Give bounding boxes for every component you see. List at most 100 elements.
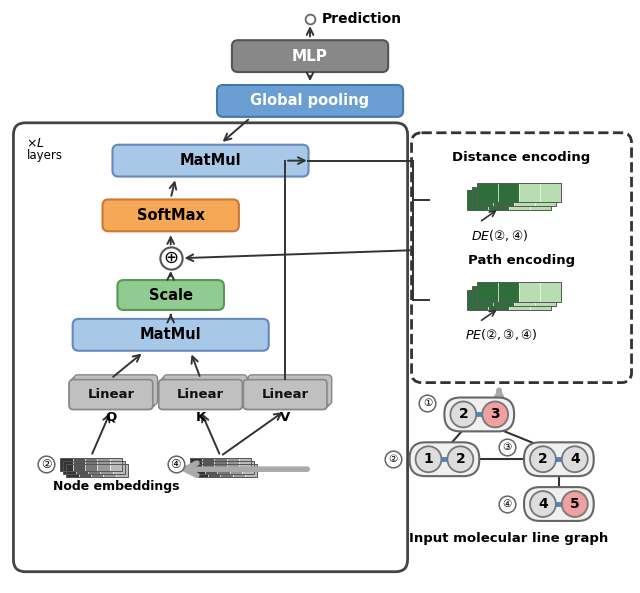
FancyBboxPatch shape <box>243 380 327 410</box>
Text: MatMul: MatMul <box>180 153 241 168</box>
Bar <box>63 461 125 474</box>
Bar <box>91 464 103 477</box>
Bar <box>205 461 218 474</box>
Circle shape <box>447 447 473 472</box>
Bar <box>239 458 252 471</box>
Bar <box>66 464 128 477</box>
Text: ①: ① <box>423 397 432 407</box>
Text: MLP: MLP <box>292 49 328 63</box>
Bar <box>493 286 514 306</box>
Bar <box>193 461 254 474</box>
Bar <box>189 458 202 471</box>
Bar <box>220 464 232 477</box>
Text: $\oplus$: $\oplus$ <box>163 249 179 267</box>
Text: Linear: Linear <box>262 388 308 401</box>
Bar <box>189 458 252 471</box>
Bar <box>232 464 245 477</box>
Bar <box>509 290 531 310</box>
FancyBboxPatch shape <box>69 380 153 410</box>
Bar <box>519 183 540 202</box>
FancyBboxPatch shape <box>159 380 243 410</box>
Text: 5: 5 <box>570 497 580 511</box>
Text: ④: ④ <box>170 458 181 471</box>
Text: 2: 2 <box>456 452 465 466</box>
FancyBboxPatch shape <box>69 380 153 410</box>
FancyBboxPatch shape <box>524 442 594 476</box>
Bar <box>488 290 509 310</box>
Bar <box>242 461 254 474</box>
Text: SoftMax: SoftMax <box>137 208 205 223</box>
Bar <box>467 190 552 211</box>
Circle shape <box>482 401 508 428</box>
Text: layers: layers <box>26 149 62 162</box>
Bar <box>498 282 519 302</box>
Text: ②: ② <box>41 458 52 471</box>
Bar <box>196 464 208 477</box>
Bar <box>472 286 556 306</box>
FancyBboxPatch shape <box>13 123 408 572</box>
FancyBboxPatch shape <box>102 199 239 231</box>
Bar <box>196 464 257 477</box>
Bar <box>514 286 535 306</box>
Bar <box>477 183 561 202</box>
Bar <box>477 282 561 302</box>
Text: V: V <box>280 411 291 424</box>
Bar <box>202 458 214 471</box>
Text: 2: 2 <box>458 407 468 422</box>
Text: 3: 3 <box>490 407 500 422</box>
FancyBboxPatch shape <box>232 40 388 72</box>
Text: ②: ② <box>388 454 397 464</box>
Bar <box>72 458 85 471</box>
Bar <box>103 464 116 477</box>
Text: $\times L$: $\times L$ <box>26 137 45 150</box>
Bar <box>97 458 109 471</box>
Circle shape <box>451 401 476 428</box>
FancyBboxPatch shape <box>113 145 308 177</box>
Text: Linear: Linear <box>88 388 134 401</box>
FancyBboxPatch shape <box>412 133 632 382</box>
Bar <box>85 458 97 471</box>
Text: $PE(②,③,④)$: $PE(②,③,④)$ <box>465 327 538 342</box>
Text: Input molecular line graph: Input molecular line graph <box>410 533 609 546</box>
Bar <box>76 461 88 474</box>
Bar <box>109 458 122 471</box>
Text: ③: ③ <box>502 442 512 452</box>
FancyBboxPatch shape <box>243 380 327 410</box>
Bar <box>60 458 122 471</box>
Bar <box>113 461 125 474</box>
Text: Linear: Linear <box>177 388 224 401</box>
Bar <box>116 464 128 477</box>
Text: Path encoding: Path encoding <box>468 254 575 267</box>
Bar <box>477 282 498 302</box>
Circle shape <box>415 447 442 472</box>
Circle shape <box>530 447 556 472</box>
Bar <box>467 290 488 310</box>
FancyBboxPatch shape <box>73 319 269 350</box>
Bar <box>535 187 556 206</box>
Bar <box>63 461 76 474</box>
Bar <box>230 461 242 474</box>
Bar <box>472 187 556 206</box>
Text: Q: Q <box>106 411 116 424</box>
Text: 2: 2 <box>538 452 548 466</box>
Bar <box>193 461 205 474</box>
Bar <box>66 464 79 477</box>
Text: Prediction: Prediction <box>322 12 402 26</box>
Bar <box>535 286 556 306</box>
FancyBboxPatch shape <box>444 397 514 431</box>
Bar <box>227 458 239 471</box>
FancyBboxPatch shape <box>72 377 155 407</box>
FancyBboxPatch shape <box>118 280 224 310</box>
FancyBboxPatch shape <box>74 375 157 404</box>
Bar <box>519 282 540 302</box>
Text: $DE(②,④)$: $DE(②,④)$ <box>470 228 527 243</box>
Bar <box>493 187 514 206</box>
Bar <box>540 183 561 202</box>
Bar <box>60 458 72 471</box>
Bar <box>245 464 257 477</box>
Bar <box>214 458 227 471</box>
FancyBboxPatch shape <box>410 442 479 476</box>
Circle shape <box>562 491 588 517</box>
FancyBboxPatch shape <box>524 487 594 521</box>
Text: 1: 1 <box>424 452 433 466</box>
